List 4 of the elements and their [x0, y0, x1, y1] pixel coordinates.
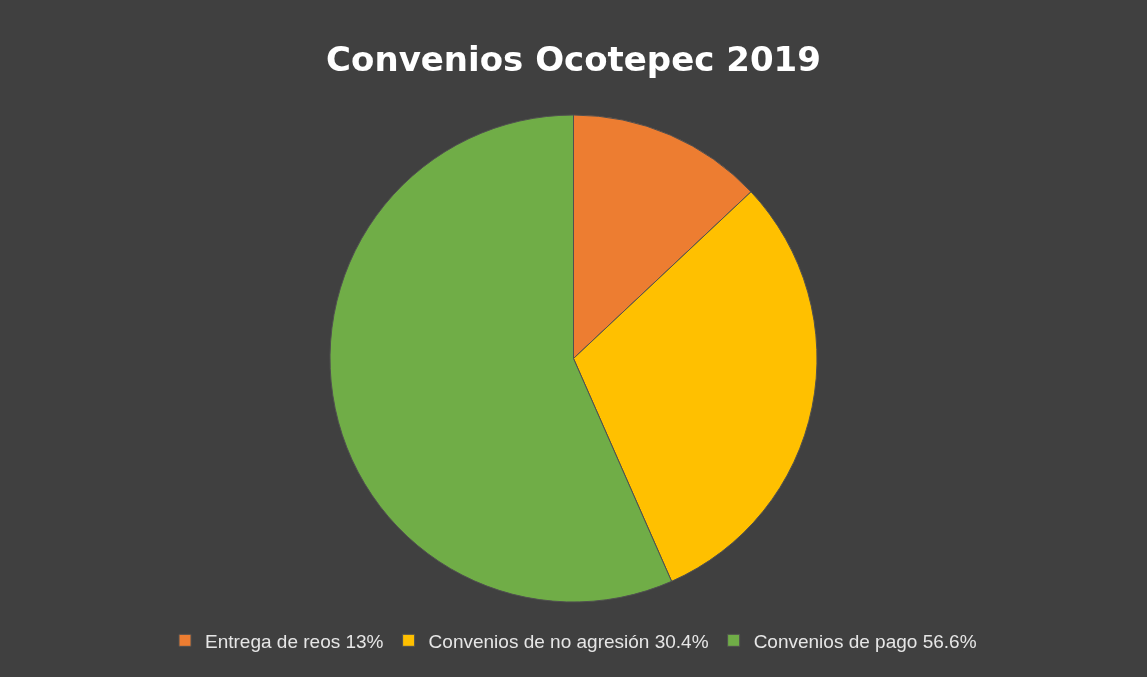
legend-label: Convenios de pago 56.6%: [753, 630, 977, 652]
chart-title: Convenios Ocotepec 2019: [326, 39, 821, 80]
legend-label: Entrega de reos 13%: [205, 630, 384, 652]
legend-label: Convenios de no agresión 30.4%: [428, 630, 709, 652]
